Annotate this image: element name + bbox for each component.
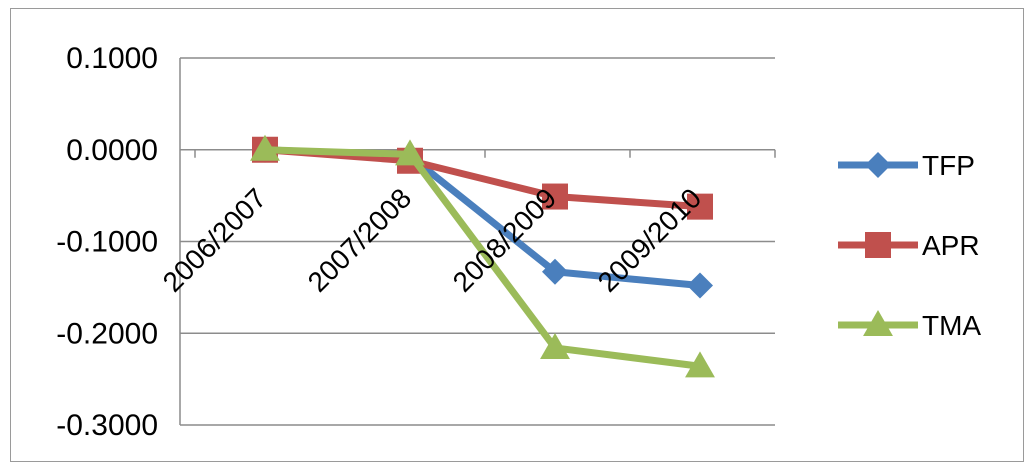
data-point-tma bbox=[685, 351, 715, 378]
x-category-label: 2007/2008 bbox=[302, 182, 418, 298]
legend-marker bbox=[865, 232, 891, 258]
y-tick-label: -0.1000 bbox=[56, 226, 158, 259]
y-tick-label: -0.2000 bbox=[56, 317, 158, 350]
chart-frame bbox=[10, 8, 1024, 462]
y-tick-label: -0.3000 bbox=[56, 409, 158, 442]
series-line-apr bbox=[264, 146, 701, 211]
legend-marker bbox=[865, 152, 891, 178]
data-point-apr bbox=[542, 183, 568, 210]
legend-label-tma: TMA bbox=[922, 310, 981, 341]
data-point-tfp bbox=[542, 258, 568, 285]
data-point-tfp bbox=[687, 272, 713, 299]
series-lines bbox=[250, 134, 715, 378]
y-axis-tick-labels: 0.1000 0.0000 -0.1000 -0.2000 -0.3000 bbox=[56, 42, 158, 442]
legend-label-apr: APR bbox=[922, 230, 980, 261]
x-category-label: 2006/2007 bbox=[157, 182, 273, 298]
y-tick-label: 0.0000 bbox=[66, 134, 158, 167]
legend: TFP APR TMA bbox=[838, 150, 981, 341]
data-point-apr bbox=[687, 193, 713, 220]
legend-label-tfp: TFP bbox=[922, 150, 975, 181]
data-point-tma bbox=[540, 332, 570, 359]
data-point-tma bbox=[395, 139, 425, 166]
legend-marker bbox=[863, 310, 893, 337]
y-tick-label: 0.1000 bbox=[66, 42, 158, 75]
series-line-tma bbox=[264, 146, 701, 370]
data-point-tma bbox=[250, 134, 280, 161]
